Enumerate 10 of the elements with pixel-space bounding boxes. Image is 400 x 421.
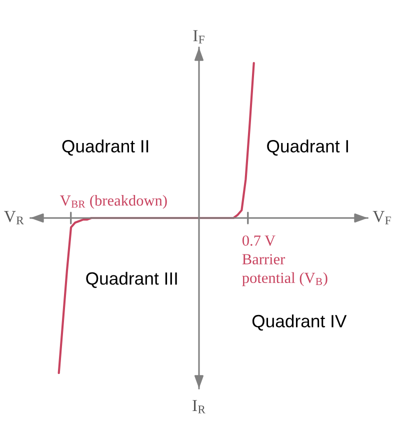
annotation: Quadrant II [62,140,148,156]
annotation: Quadrant III [86,272,177,288]
annotation: Quadrant IV [252,314,347,331]
x-axis-title: V$_{F}$ [372,211,391,224]
annotation: V$_{BR}$ (breakdown) [60,194,167,209]
text: V$_{R}$ [4,211,24,224]
text: I$_{R}$ [192,400,206,414]
annotation: 0.7 V Barrier potential (V$_{B}$) [242,235,328,286]
annotation: Quadrant I [267,140,348,156]
y-axis-title: I$_{F}$ [193,30,204,44]
